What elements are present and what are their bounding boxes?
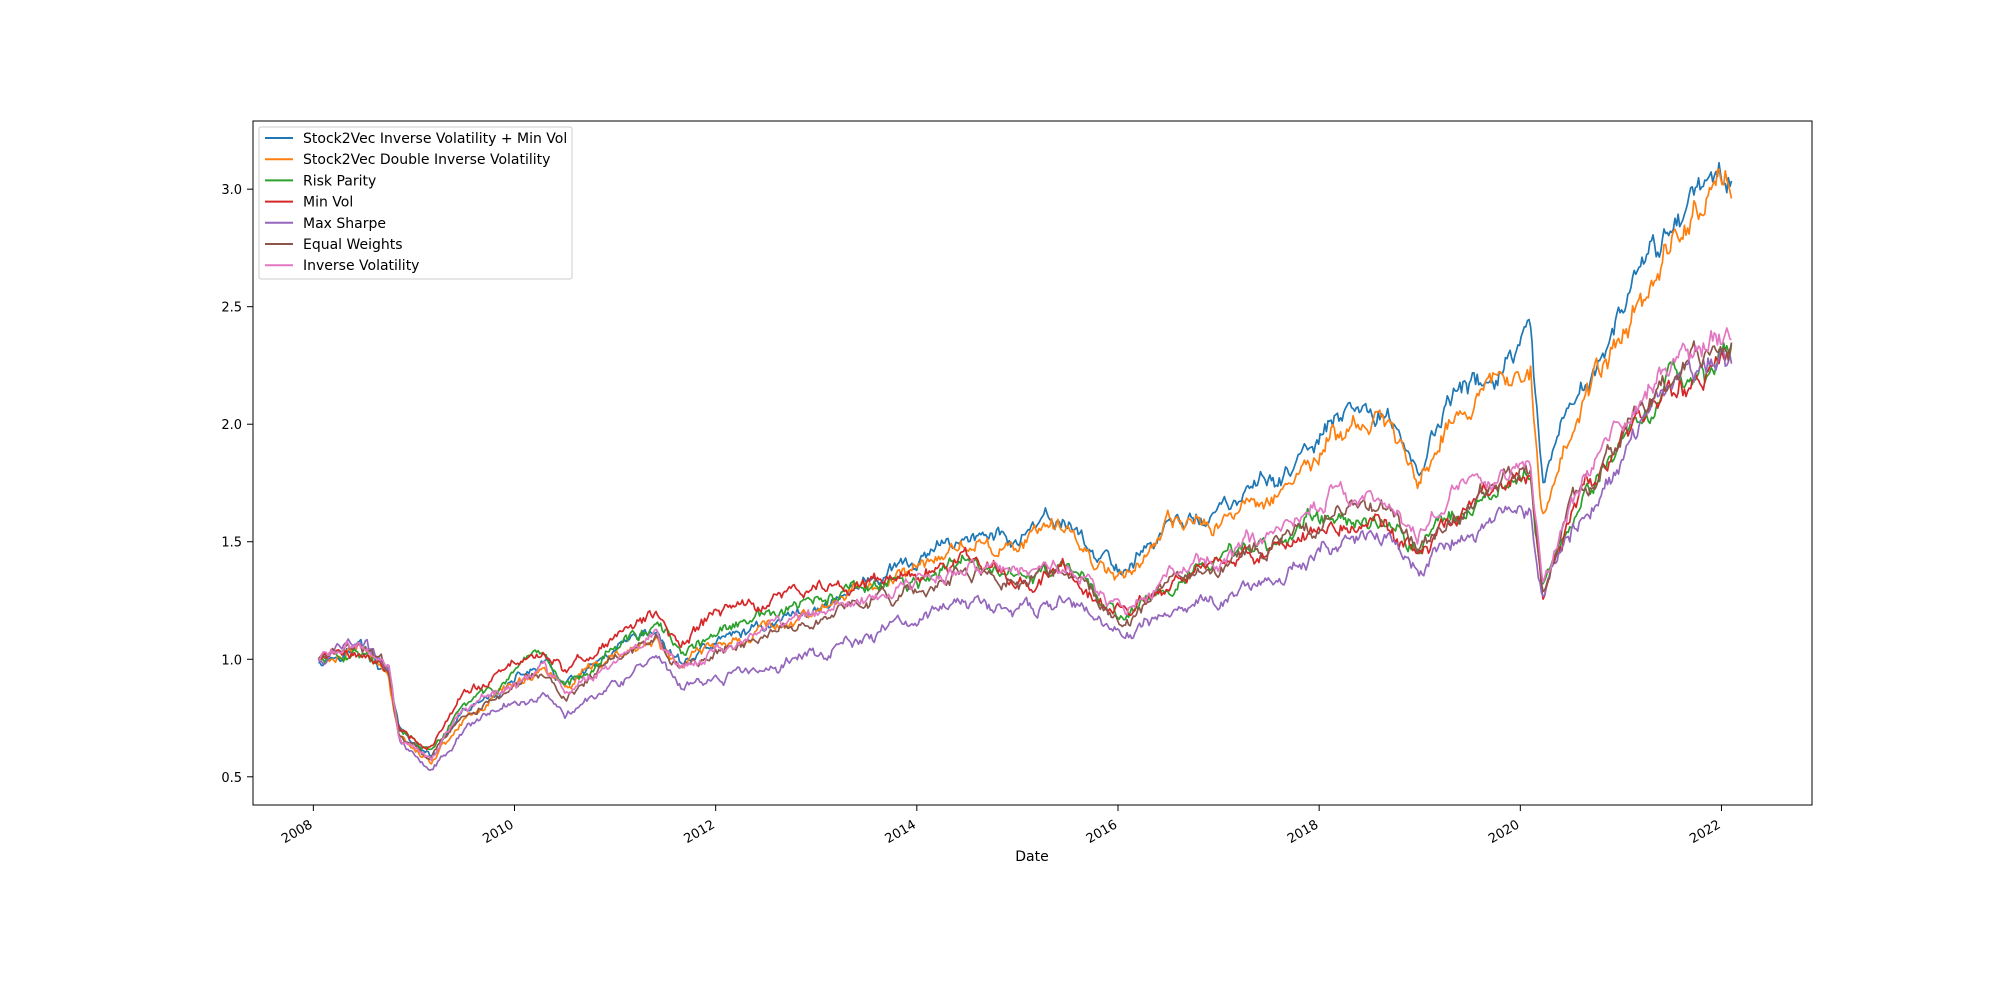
- x-tick-label: 2020: [1486, 817, 1522, 847]
- series-line: [318, 347, 1732, 751]
- x-tick-label: 2022: [1687, 817, 1723, 847]
- y-tick-label: 2.5: [221, 301, 242, 316]
- legend-label: Min Vol: [303, 195, 353, 211]
- series-line: [318, 168, 1733, 765]
- series-layer: [317, 161, 1733, 772]
- x-axis-label: Date: [1015, 849, 1048, 865]
- legend-box: [258, 126, 573, 280]
- y-tick-label: 2.0: [221, 418, 242, 433]
- x-tick-label: 2014: [883, 817, 919, 847]
- series-line: [317, 340, 1733, 761]
- axes-frame: [252, 120, 1813, 806]
- x-tick-label: 2012: [682, 817, 718, 847]
- y-axis: 0.5 1.0 1.5 2.0 2.5 3.0: [221, 183, 253, 786]
- x-axis: 2008 2010 2012 2014 2016 2018 2020 2022: [279, 805, 1723, 847]
- series-line: [317, 342, 1733, 751]
- legend-label: Inverse Volatility: [303, 258, 419, 274]
- y-tick-label: 1.0: [221, 653, 242, 668]
- y-tick-label: 0.5: [221, 771, 242, 786]
- x-tick-label: 2018: [1285, 817, 1321, 847]
- legend-label: Equal Weights: [303, 237, 403, 253]
- legend: Stock2Vec Inverse Volatility + Min Vol St…: [258, 126, 573, 280]
- y-tick-label: 3.0: [221, 183, 242, 198]
- y-tick-label: 1.5: [221, 536, 242, 551]
- x-tick-label: 2008: [279, 817, 315, 847]
- x-tick-label: 2010: [480, 817, 516, 847]
- legend-label: Stock2Vec Inverse Volatility + Min Vol: [303, 131, 567, 147]
- series-line: [317, 348, 1733, 772]
- legend-label: Risk Parity: [303, 173, 376, 189]
- series-line: [318, 327, 1732, 762]
- x-tick-label: 2016: [1084, 817, 1120, 847]
- legend-label: Stock2Vec Double Inverse Volatility: [303, 152, 550, 168]
- legend-label: Max Sharpe: [303, 216, 386, 232]
